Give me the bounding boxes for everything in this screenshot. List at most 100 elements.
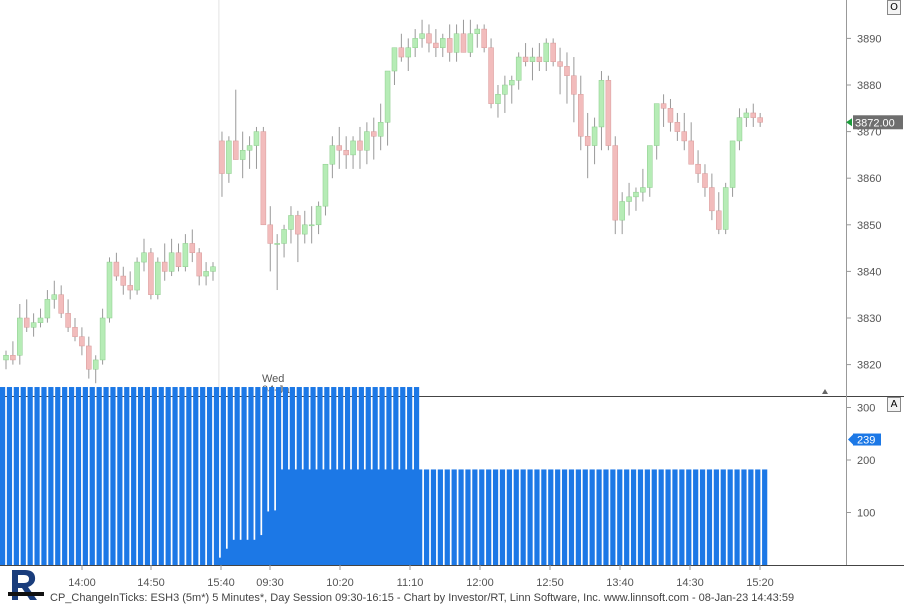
candle-up: [30, 322, 37, 328]
histogram-bar: [282, 387, 289, 565]
time-tick-label: 12:00: [466, 577, 494, 589]
candle-down: [481, 28, 487, 48]
histogram-bar: [444, 469, 450, 565]
candle-up: [598, 80, 605, 128]
time-tick-label: 14:50: [137, 577, 165, 589]
candle-up: [440, 38, 446, 48]
histogram-bar: [575, 469, 581, 565]
histogram-bar: [610, 469, 616, 565]
candle-down: [343, 149, 349, 156]
candle-up: [640, 187, 646, 193]
candle-up: [281, 229, 287, 244]
histogram-bar: [324, 387, 330, 565]
candle-down: [196, 252, 202, 277]
histogram-bar: [327, 469, 333, 565]
histogram-bar: [13, 387, 19, 565]
histogram-bar: [124, 387, 130, 565]
candle-up: [253, 131, 260, 146]
candle-up: [329, 145, 336, 165]
histogram-bar: [96, 387, 102, 565]
histogram-bar: [193, 387, 199, 565]
price-tick-label: 3830: [857, 313, 881, 325]
histogram-bar: [275, 387, 282, 565]
candle-down: [433, 42, 439, 48]
histogram-bar: [561, 469, 568, 565]
histogram-bar: [216, 557, 223, 565]
histogram-bar: [144, 387, 151, 565]
histogram-bar: [82, 387, 88, 565]
histogram-bar: [41, 387, 47, 565]
candle-down: [605, 80, 612, 146]
candle-up: [274, 243, 280, 245]
histogram-bar: [458, 469, 464, 565]
histogram-bar: [344, 387, 351, 565]
histogram-bar: [89, 387, 95, 565]
candle-down: [120, 275, 127, 286]
histogram-bar: [520, 469, 526, 565]
histogram-bar: [479, 469, 485, 565]
candle-down: [426, 33, 432, 44]
histogram-bar: [403, 469, 409, 565]
candle-up: [619, 201, 625, 221]
histogram-bar: [258, 535, 264, 565]
histogram-bar: [451, 469, 457, 565]
histogram-bar: [720, 469, 726, 565]
price-tick-label: 3880: [857, 80, 881, 92]
candle-down: [357, 140, 363, 151]
histogram-bar: [706, 469, 713, 565]
histogram-bar: [492, 469, 499, 565]
candle-up: [453, 33, 460, 53]
candle-down: [86, 345, 92, 370]
histogram-bar: [755, 469, 761, 565]
candle-up: [722, 187, 729, 230]
candle-down: [161, 261, 168, 272]
histogram-bar: [110, 387, 116, 565]
histogram-bar: [410, 469, 416, 565]
time-tick-label: 14:00: [68, 577, 96, 589]
histogram-bar: [534, 469, 540, 565]
candle-down: [578, 94, 584, 137]
histogram-bar: [741, 469, 747, 565]
histogram-bar: [213, 387, 220, 565]
candle-down: [612, 145, 619, 221]
histogram-bar: [513, 469, 519, 565]
candle-down: [716, 210, 722, 230]
candle-down: [660, 103, 667, 109]
session-day-label: Wed: [262, 373, 284, 385]
last-value-arrow: [848, 433, 854, 446]
indicator-pane-option-button[interactable]: A: [887, 397, 901, 412]
candle-up: [591, 126, 598, 146]
histogram-bar: [407, 387, 413, 565]
histogram-bar: [158, 387, 164, 565]
histogram-bar: [34, 387, 40, 565]
candle-down: [674, 122, 681, 132]
histogram-bar: [548, 469, 554, 565]
candle-up: [543, 42, 550, 62]
price-pane-option-button[interactable]: O: [887, 0, 901, 15]
candle-up: [736, 117, 743, 142]
histogram-bar: [351, 387, 358, 565]
candle-up: [315, 205, 322, 226]
candle-down: [709, 187, 715, 212]
price-tick-label: 3850: [857, 220, 881, 232]
candle-up: [92, 359, 99, 370]
last-price-arrow: [846, 118, 852, 127]
time-tick-label: 10:20: [326, 577, 354, 589]
candle-down: [79, 336, 85, 347]
candle-down: [488, 47, 494, 104]
histogram-bar: [172, 387, 178, 565]
histogram-bar: [338, 387, 344, 565]
time-tick-label: 15:20: [746, 577, 774, 589]
histogram-bar: [255, 387, 261, 565]
indicator-tick-label: 200: [857, 455, 875, 467]
histogram-bar: [331, 387, 337, 565]
histogram-bar: [117, 387, 123, 565]
histogram-bar: [727, 469, 733, 565]
histogram-bar: [103, 387, 109, 565]
histogram-bar: [400, 387, 406, 565]
histogram-bar: [223, 548, 230, 565]
histogram-bar: [396, 469, 402, 565]
histogram-bar: [361, 469, 368, 565]
histogram-bar: [417, 469, 423, 565]
